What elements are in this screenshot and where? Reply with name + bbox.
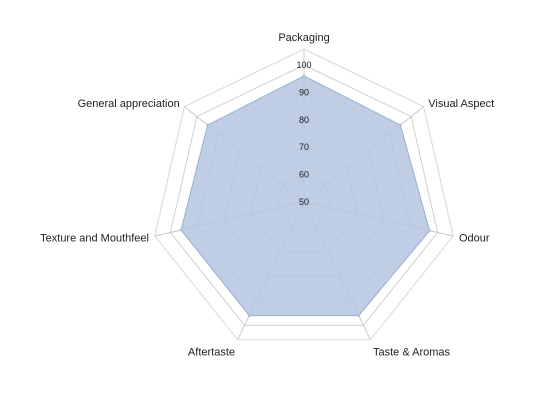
data-point [302, 74, 306, 78]
tick-label-100: 100 [296, 60, 311, 70]
outer-ring [154, 48, 454, 341]
axis-label: Aftertaste [188, 346, 235, 358]
axis-label: Taste & Aromas [373, 346, 451, 358]
series-area-0 [180, 75, 431, 317]
axis-label: Packaging [278, 32, 329, 44]
series-layer [179, 74, 432, 318]
grid-ring [169, 64, 439, 326]
data-point [179, 228, 183, 232]
label-layer: Packaging Visual Aspect Odour Taste & Aroma… [40, 32, 494, 358]
tick-label-70: 70 [299, 142, 309, 152]
tick-layer: 50 60 70 80 90 100 [296, 60, 311, 207]
tick-label-50: 50 [299, 197, 309, 207]
tick-label-90: 90 [299, 87, 309, 97]
data-point [398, 123, 402, 127]
axis-label: Visual Aspect [428, 98, 494, 110]
data-point [206, 123, 210, 127]
axis-label: Odour [459, 232, 490, 244]
data-point [247, 314, 251, 318]
tick-label-60: 60 [299, 170, 309, 180]
axis-label: General appreciation [78, 98, 180, 110]
data-point [357, 314, 361, 318]
tick-label-80: 80 [299, 115, 309, 125]
data-point [428, 229, 432, 233]
axis-label: Texture and Mouthfeel [40, 232, 149, 244]
